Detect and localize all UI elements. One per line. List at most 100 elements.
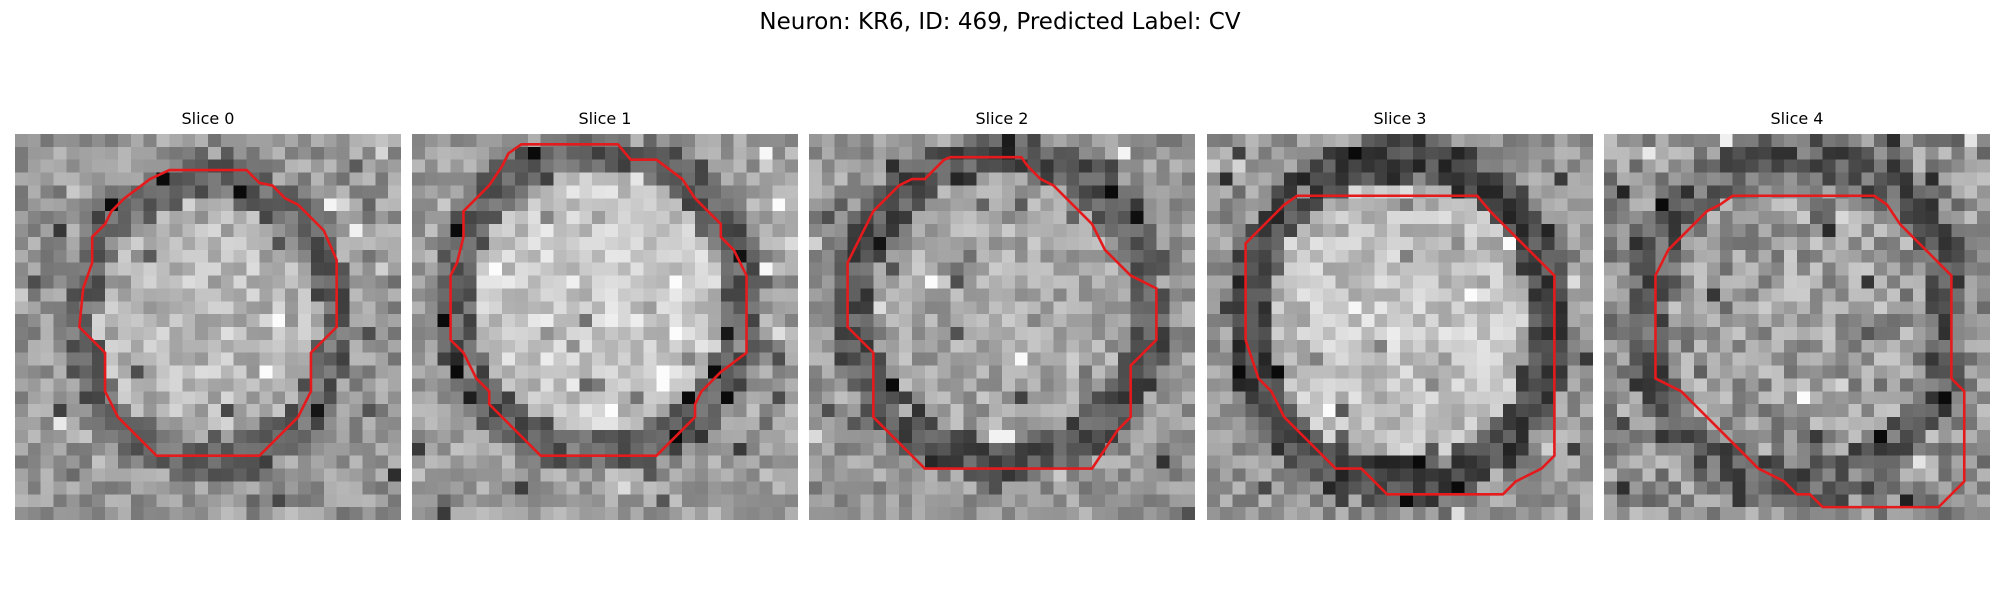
image-pixel xyxy=(1335,224,1349,238)
image-pixel xyxy=(1899,481,1914,495)
image-pixel xyxy=(1490,327,1504,341)
image-pixel xyxy=(1541,249,1555,263)
image-pixel xyxy=(1912,442,1926,456)
image-pixel xyxy=(1297,314,1311,328)
image-pixel xyxy=(437,224,451,238)
image-pixel xyxy=(669,288,683,302)
image-pixel xyxy=(1040,211,1054,225)
image-pixel xyxy=(220,442,234,456)
image-pixel xyxy=(375,275,389,289)
image-pixel xyxy=(1387,494,1401,508)
image-pixel xyxy=(259,301,273,315)
image-pixel xyxy=(1848,198,1862,212)
image-pixel xyxy=(437,172,451,186)
image-pixel xyxy=(1130,301,1144,315)
image-pixel xyxy=(336,314,350,328)
image-pixel xyxy=(643,301,657,315)
image-pixel xyxy=(1040,134,1054,148)
image-pixel xyxy=(1117,134,1131,148)
image-pixel xyxy=(1477,224,1491,238)
image-pixel xyxy=(707,236,722,251)
image-pixel xyxy=(553,352,567,366)
image-pixel xyxy=(1771,146,1785,160)
image-pixel xyxy=(1938,365,1952,379)
image-pixel xyxy=(1143,224,1157,238)
image-pixel xyxy=(1732,146,1746,160)
image-pixel xyxy=(1117,301,1131,315)
image-pixel xyxy=(643,417,657,431)
image-pixel xyxy=(208,185,222,199)
image-pixel xyxy=(1400,391,1414,405)
image-pixel xyxy=(746,339,760,353)
image-pixel xyxy=(759,275,773,289)
image-pixel xyxy=(1297,378,1311,392)
image-pixel xyxy=(1438,314,1452,328)
image-pixel xyxy=(450,429,464,444)
image-pixel xyxy=(924,339,938,353)
image-pixel xyxy=(1925,198,1939,212)
image-pixel xyxy=(682,481,696,495)
image-pixel xyxy=(1719,442,1733,456)
image-pixel xyxy=(1079,288,1093,302)
image-pixel xyxy=(899,224,913,238)
image-pixel xyxy=(1079,198,1093,212)
image-pixel xyxy=(785,442,798,456)
image-pixel xyxy=(1541,365,1555,379)
image-pixel xyxy=(695,159,709,173)
image-pixel xyxy=(1771,314,1785,328)
image-pixel xyxy=(1797,494,1811,508)
image-pixel xyxy=(1874,442,1888,456)
image-pixel xyxy=(1758,172,1772,186)
image-pixel xyxy=(1642,378,1656,392)
image-pixel xyxy=(1219,211,1233,225)
image-pixel xyxy=(1079,442,1093,456)
image-pixel xyxy=(1117,146,1131,160)
image-pixel xyxy=(1297,236,1311,251)
image-pixel xyxy=(1681,301,1695,315)
image-pixel xyxy=(899,288,913,302)
image-pixel xyxy=(1425,146,1439,160)
image-pixel xyxy=(809,198,823,212)
image-pixel xyxy=(1745,417,1759,431)
image-pixel xyxy=(246,262,260,276)
image-pixel xyxy=(821,172,835,186)
image-pixel xyxy=(1092,481,1106,495)
image-pixel xyxy=(1912,249,1926,263)
image-pixel xyxy=(821,185,835,199)
image-pixel xyxy=(963,236,977,251)
image-pixel xyxy=(362,134,376,148)
image-pixel xyxy=(1169,301,1183,315)
image-pixel xyxy=(669,417,683,431)
image-pixel xyxy=(656,262,670,276)
image-pixel xyxy=(1604,172,1618,186)
image-pixel xyxy=(873,185,887,199)
image-pixel xyxy=(746,224,760,238)
image-pixel xyxy=(1951,507,1965,520)
image-pixel xyxy=(79,417,93,431)
image-pixel xyxy=(911,339,926,353)
image-pixel xyxy=(1848,314,1862,328)
image-pixel xyxy=(540,378,554,392)
image-pixel xyxy=(514,185,529,199)
image-pixel xyxy=(669,224,683,238)
image-pixel xyxy=(1912,481,1926,495)
image-pixel xyxy=(1438,481,1452,495)
image-pixel xyxy=(349,224,363,238)
image-pixel xyxy=(489,249,503,263)
image-pixel xyxy=(1130,327,1144,341)
image-pixel xyxy=(682,275,696,289)
image-pixel xyxy=(1835,301,1849,315)
image-pixel xyxy=(924,481,938,495)
image-pixel xyxy=(1053,455,1067,469)
image-pixel xyxy=(553,468,567,482)
image-pixel xyxy=(259,146,273,160)
image-pixel xyxy=(1668,301,1682,315)
image-pixel xyxy=(1951,146,1965,160)
image-pixel xyxy=(834,417,848,431)
image-pixel xyxy=(976,391,990,405)
image-pixel xyxy=(1156,327,1170,341)
image-pixel xyxy=(1400,365,1414,379)
image-pixel xyxy=(1490,159,1504,173)
image-pixel xyxy=(1477,455,1491,469)
image-pixel xyxy=(989,391,1003,405)
